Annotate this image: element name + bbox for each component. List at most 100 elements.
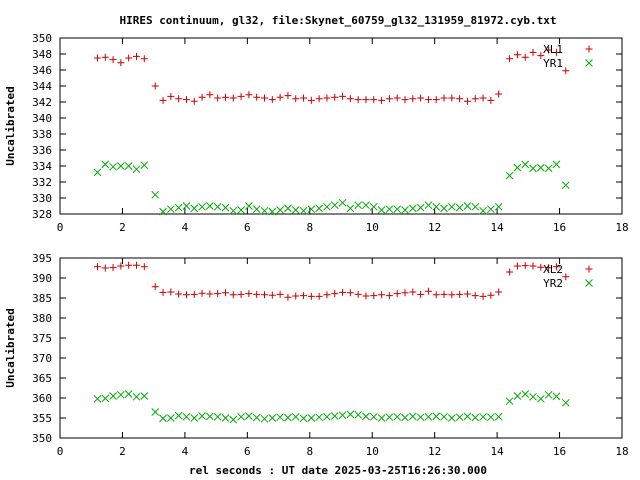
data-point-YR1 (377, 206, 386, 214)
data-point-XL2 (432, 291, 440, 299)
data-point-YR2 (354, 410, 363, 419)
data-point-XL1 (101, 53, 109, 61)
data-point-XL2 (237, 290, 245, 298)
data-point-XL2 (487, 291, 495, 299)
data-point-XL2 (159, 288, 167, 296)
y-tick-label-bottom: 375 (32, 332, 52, 345)
data-point-YR2 (408, 412, 417, 421)
x-tick-label-top: 8 (306, 221, 313, 234)
data-point-YR2 (494, 412, 503, 421)
legend-label-XL1: XL1 (543, 43, 563, 56)
data-point-YR2 (299, 414, 308, 423)
data-point-YR1 (124, 162, 133, 170)
y-tick-label-top: 338 (32, 128, 52, 141)
data-point-YR1 (471, 202, 480, 211)
data-point-YR2 (463, 412, 472, 421)
data-point-XL2 (537, 263, 545, 271)
data-point-XL2 (292, 292, 300, 300)
data-point-XL2 (93, 263, 101, 271)
data-point-XL2 (117, 262, 125, 270)
data-point-YR2 (260, 414, 269, 423)
data-point-XL2 (198, 289, 206, 297)
data-point-XL1 (237, 92, 245, 100)
data-point-YR2 (440, 412, 448, 421)
data-point-XL1 (140, 55, 148, 63)
data-point-YR2 (513, 392, 522, 400)
data-point-XL2 (385, 292, 393, 300)
data-point-YR2 (561, 398, 570, 407)
data-point-YR2 (159, 414, 167, 423)
legend-label-YR2: YR2 (543, 277, 563, 290)
data-point-XL1 (151, 82, 159, 90)
x-tick-label-bottom: 2 (119, 445, 126, 458)
data-point-YR1 (252, 205, 261, 214)
x-tick-label-top: 10 (366, 221, 379, 234)
data-point-YR2 (323, 412, 331, 421)
data-point-YR1 (140, 161, 149, 170)
data-point-YR1 (521, 160, 530, 169)
legend-marker-XL2 (585, 265, 593, 273)
data-point-YR1 (276, 206, 284, 214)
data-point-XL1 (261, 94, 269, 102)
data-point-XL1 (552, 48, 560, 56)
data-point-YR1 (101, 160, 110, 169)
x-tick-label-bottom: 8 (306, 445, 313, 458)
data-point-XL1 (471, 95, 479, 103)
data-point-XL2 (409, 288, 417, 296)
data-point-YR1 (536, 163, 545, 172)
data-point-YR1 (544, 164, 553, 173)
data-point-YR2 (447, 414, 456, 422)
y-tick-label-top: 346 (32, 64, 52, 77)
x-tick-label-bottom: 14 (490, 445, 504, 458)
data-point-XL1 (132, 52, 140, 60)
data-point-YR2 (245, 412, 253, 420)
y-tick-label-bottom: 365 (32, 372, 52, 385)
data-point-YR2 (432, 412, 441, 421)
data-point-XL2 (101, 264, 109, 272)
y-tick-label-bottom: 355 (32, 412, 52, 425)
y-axis-label-top: Uncalibrated (4, 86, 17, 165)
y-tick-label-top: 350 (32, 32, 52, 45)
data-point-YR1 (552, 160, 561, 169)
data-point-XL1 (495, 90, 503, 98)
data-point-XL1 (537, 52, 545, 60)
data-point-YR2 (221, 414, 230, 422)
data-point-XL2 (175, 290, 183, 298)
data-point-YR1 (213, 202, 222, 211)
x-tick-label-bottom: 16 (553, 445, 566, 458)
data-point-XL2 (370, 292, 378, 300)
y-tick-label-top: 344 (32, 80, 52, 93)
data-point-YR2 (471, 413, 480, 422)
data-point-YR1 (174, 203, 183, 212)
data-point-XL1 (440, 94, 448, 102)
data-point-XL2 (521, 262, 529, 270)
data-point-XL2 (323, 291, 331, 299)
data-point-XL1 (417, 94, 425, 102)
data-point-XL1 (159, 96, 167, 104)
data-point-XL1 (529, 48, 537, 56)
panel-top: 328 330 332 334 336 338 340 342 344 346 348 350 0 2 4 6… (4, 32, 629, 234)
x-tick-label-top: 0 (57, 221, 64, 234)
data-point-YR2 (291, 412, 300, 421)
data-point-YR2 (182, 412, 191, 421)
data-point-XL1 (307, 96, 315, 104)
data-point-XL1 (245, 91, 253, 99)
y-tick-label-top: 348 (32, 48, 52, 61)
data-point-YR2 (455, 413, 464, 422)
x-tick-label-bottom: 4 (182, 445, 189, 458)
data-point-XL2 (245, 290, 253, 298)
data-point-YR1 (513, 163, 522, 172)
data-point-XL2 (417, 290, 425, 298)
data-point-XL2 (346, 289, 354, 297)
data-point-YR1 (166, 205, 175, 214)
data-point-XL1 (167, 92, 175, 100)
data-point-YR2 (284, 413, 292, 422)
data-point-XL1 (424, 96, 432, 104)
data-point-XL1 (521, 53, 529, 61)
data-point-YR2 (101, 394, 110, 403)
data-point-YR1 (393, 205, 402, 214)
y-tick-label-bottom: 370 (32, 352, 52, 365)
data-point-XL2 (393, 290, 401, 298)
y-tick-label-bottom: 390 (32, 272, 52, 285)
data-point-XL1 (93, 54, 101, 62)
